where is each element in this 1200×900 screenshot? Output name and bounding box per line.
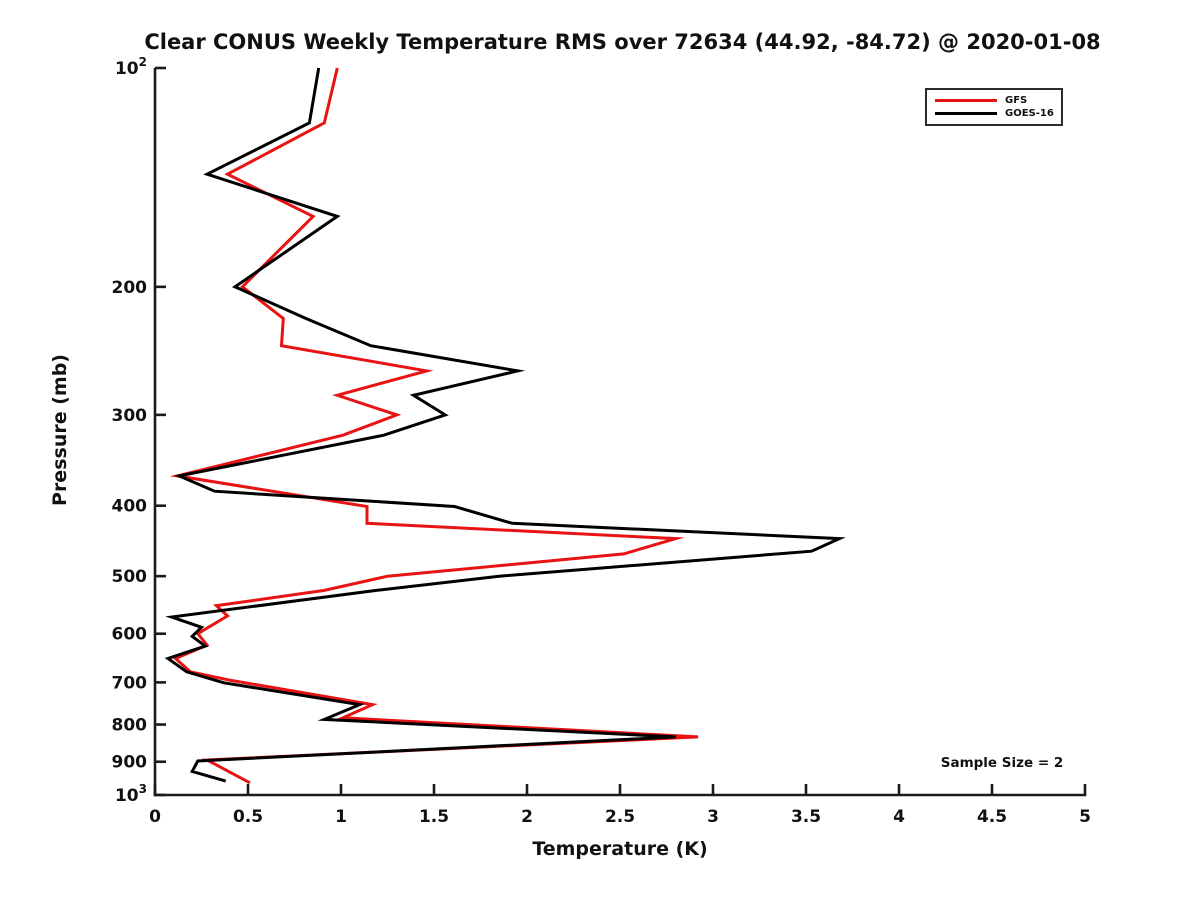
goes16-line-swatch — [935, 112, 997, 115]
legend-item-gfs: GFS — [935, 94, 1055, 107]
gfs-line-swatch — [935, 99, 997, 102]
svg-text:500: 500 — [112, 567, 148, 587]
legend-item-goes16: GOES-16 — [935, 107, 1055, 120]
legend-label-goes16: GOES-16 — [1005, 108, 1054, 119]
svg-text:1.5: 1.5 — [419, 807, 449, 827]
x-axis-label: Temperature (K) — [532, 838, 708, 860]
svg-text:0: 0 — [149, 807, 161, 827]
y-axis-label: Pressure (mb) — [49, 354, 71, 506]
svg-text:800: 800 — [112, 716, 148, 736]
svg-text:0.5: 0.5 — [233, 807, 263, 827]
svg-text:103: 103 — [115, 782, 147, 806]
svg-text:700: 700 — [112, 673, 148, 693]
svg-text:2: 2 — [521, 807, 533, 827]
axes — [153, 66, 1087, 797]
svg-text:4: 4 — [893, 807, 905, 827]
svg-text:3: 3 — [707, 807, 719, 827]
svg-text:5: 5 — [1079, 807, 1091, 827]
svg-text:102: 102 — [115, 55, 147, 79]
series-line-goes-16 — [164, 67, 846, 783]
svg-text:4.5: 4.5 — [977, 807, 1007, 827]
svg-text:2.5: 2.5 — [605, 807, 635, 827]
sample-size-annotation: Sample Size = 2 — [940, 755, 1064, 771]
svg-text:900: 900 — [112, 753, 148, 773]
legend-box: GFS GOES-16 — [925, 88, 1063, 126]
chart-title: Clear CONUS Weekly Temperature RMS over … — [144, 30, 1101, 54]
tick-labels: 0 0.5 1 1.5 2 2.5 3 3.5 4 4.5 5 102 200 300 400 500 600 7… — [112, 55, 1091, 827]
svg-text:400: 400 — [112, 497, 148, 517]
data-series — [164, 67, 846, 785]
series-line-gfs — [169, 67, 699, 785]
svg-text:300: 300 — [112, 406, 148, 426]
svg-text:1: 1 — [335, 807, 347, 827]
svg-text:200: 200 — [112, 278, 148, 298]
legend-label-gfs: GFS — [1005, 95, 1028, 106]
svg-text:600: 600 — [112, 625, 148, 645]
svg-text:3.5: 3.5 — [791, 807, 821, 827]
